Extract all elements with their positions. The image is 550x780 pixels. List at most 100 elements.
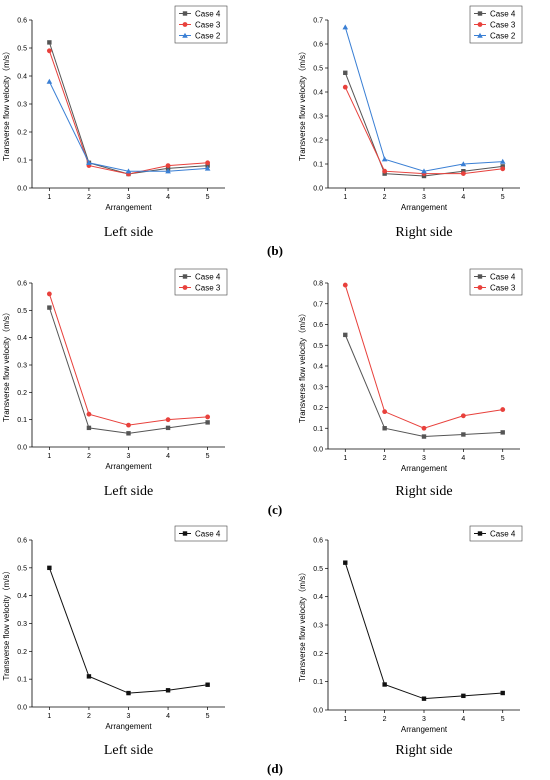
chart-5: 0.0 0.1 0.2 0.3 0.4 0.5 0.6 1 2 3 4 5 Arrangement Tra… [2, 525, 228, 758]
panel-label-b: (b) [267, 243, 283, 258]
legend-label: Case 4 [195, 530, 221, 539]
y-tick-label: 0.3 [313, 114, 323, 121]
data-point [126, 690, 131, 696]
x-tick-label: 1 [343, 716, 347, 723]
series-case-4 [343, 70, 505, 179]
legend-marker [182, 531, 188, 536]
data-point [421, 168, 427, 174]
y-tick-label: 0.4 [313, 90, 323, 97]
series-case-4 [343, 560, 505, 701]
series-line [344, 284, 503, 429]
series-case-4 [47, 305, 210, 436]
legend-label: Case 4 [490, 530, 516, 539]
y-tick-label: 0.3 [17, 102, 27, 109]
x-tick-label: 5 [206, 453, 210, 460]
data-point [460, 161, 467, 167]
x-tick-label: 3 [422, 194, 426, 201]
data-point [86, 425, 92, 431]
series-line [48, 307, 208, 434]
data-point [205, 414, 211, 420]
legend-label: Case 3 [490, 21, 516, 30]
series-line [344, 72, 503, 177]
data-point [342, 282, 348, 288]
y-tick-label: 0.0 [17, 705, 27, 712]
legend-label: Case 2 [490, 32, 516, 41]
data-point [126, 431, 131, 436]
x-tick-label: 5 [206, 194, 210, 201]
x-tick-label: 5 [501, 194, 505, 201]
x-tick-label: 1 [47, 194, 51, 201]
y-tick-label: 0.7 [313, 18, 323, 25]
series-line [48, 567, 208, 694]
series-line [48, 42, 208, 175]
legend-marker [182, 274, 188, 279]
legend-label: Case 2 [195, 32, 221, 41]
x-tick-label: 5 [206, 713, 210, 720]
series-line [344, 86, 503, 175]
y-tick-label: 0.3 [17, 621, 27, 628]
legend-marker [182, 22, 188, 27]
legend-label: Case 4 [195, 10, 221, 19]
y-tick-label: 0.6 [313, 322, 323, 329]
y-tick-label: 0.3 [313, 384, 323, 391]
y-tick-label: 0.1 [17, 417, 27, 424]
data-point [165, 417, 171, 423]
data-point [500, 164, 505, 169]
data-point [86, 674, 92, 679]
y-axis-label: Transverse flow velocity（m/s） [2, 308, 11, 422]
data-point [343, 560, 348, 565]
y-tick-label: 0.5 [17, 308, 27, 315]
series-case-3 [46, 48, 211, 177]
x-tick-label: 5 [501, 716, 505, 723]
chart-caption: Left side [104, 743, 153, 758]
legend-box [469, 268, 523, 296]
y-tick-label: 0.0 [313, 708, 323, 715]
data-point [382, 682, 387, 687]
y-tick-label: 0.0 [17, 445, 27, 452]
y-tick-label: 0.5 [17, 565, 27, 572]
series-line [48, 293, 208, 426]
data-point [46, 78, 53, 84]
data-point [461, 693, 466, 699]
x-tick-label: 3 [127, 194, 131, 201]
x-tick-label: 4 [166, 713, 170, 720]
y-tick-label: 0.1 [17, 677, 27, 684]
x-tick-label: 3 [422, 716, 426, 723]
data-point [205, 682, 210, 687]
legend: Case 4 [174, 525, 228, 542]
legend-marker [477, 32, 483, 38]
data-point [165, 168, 171, 174]
x-axis-label: Arrangement [401, 203, 448, 212]
series-case-3 [342, 282, 506, 431]
data-point [460, 171, 466, 177]
x-tick-label: 4 [461, 455, 465, 462]
x-tick-label: 2 [87, 713, 91, 720]
series-case-4 [47, 565, 210, 696]
x-axis-label: Arrangement [401, 464, 448, 473]
x-tick-label: 2 [383, 194, 387, 201]
y-tick-label: 0.4 [17, 335, 27, 342]
data-point [47, 565, 52, 571]
legend-marker [477, 274, 483, 279]
legend: Case 4 Case 3 Case 2 [174, 5, 228, 44]
series-case-3 [342, 84, 506, 177]
data-point [499, 158, 506, 164]
data-point [382, 426, 387, 431]
series-case-2 [46, 78, 211, 174]
data-point [47, 305, 52, 310]
data-point [461, 169, 466, 174]
y-tick-label: 0.1 [313, 426, 323, 433]
x-tick-label: 2 [383, 716, 387, 723]
y-tick-label: 0.4 [313, 364, 323, 371]
chart-3: 0.0 0.1 0.2 0.3 0.4 0.5 0.6 1 2 3 4 5 Arrangement Tra… [2, 268, 228, 499]
y-tick-label: 0.5 [313, 343, 323, 350]
legend-label: Case 4 [490, 273, 516, 282]
x-tick-label: 2 [87, 194, 91, 201]
x-tick-label: 3 [127, 713, 131, 720]
data-point [421, 696, 427, 701]
chart-caption: Left side [104, 225, 153, 240]
y-tick-label: 0.1 [313, 679, 323, 686]
x-tick-label: 1 [343, 194, 347, 201]
data-point [500, 166, 506, 172]
